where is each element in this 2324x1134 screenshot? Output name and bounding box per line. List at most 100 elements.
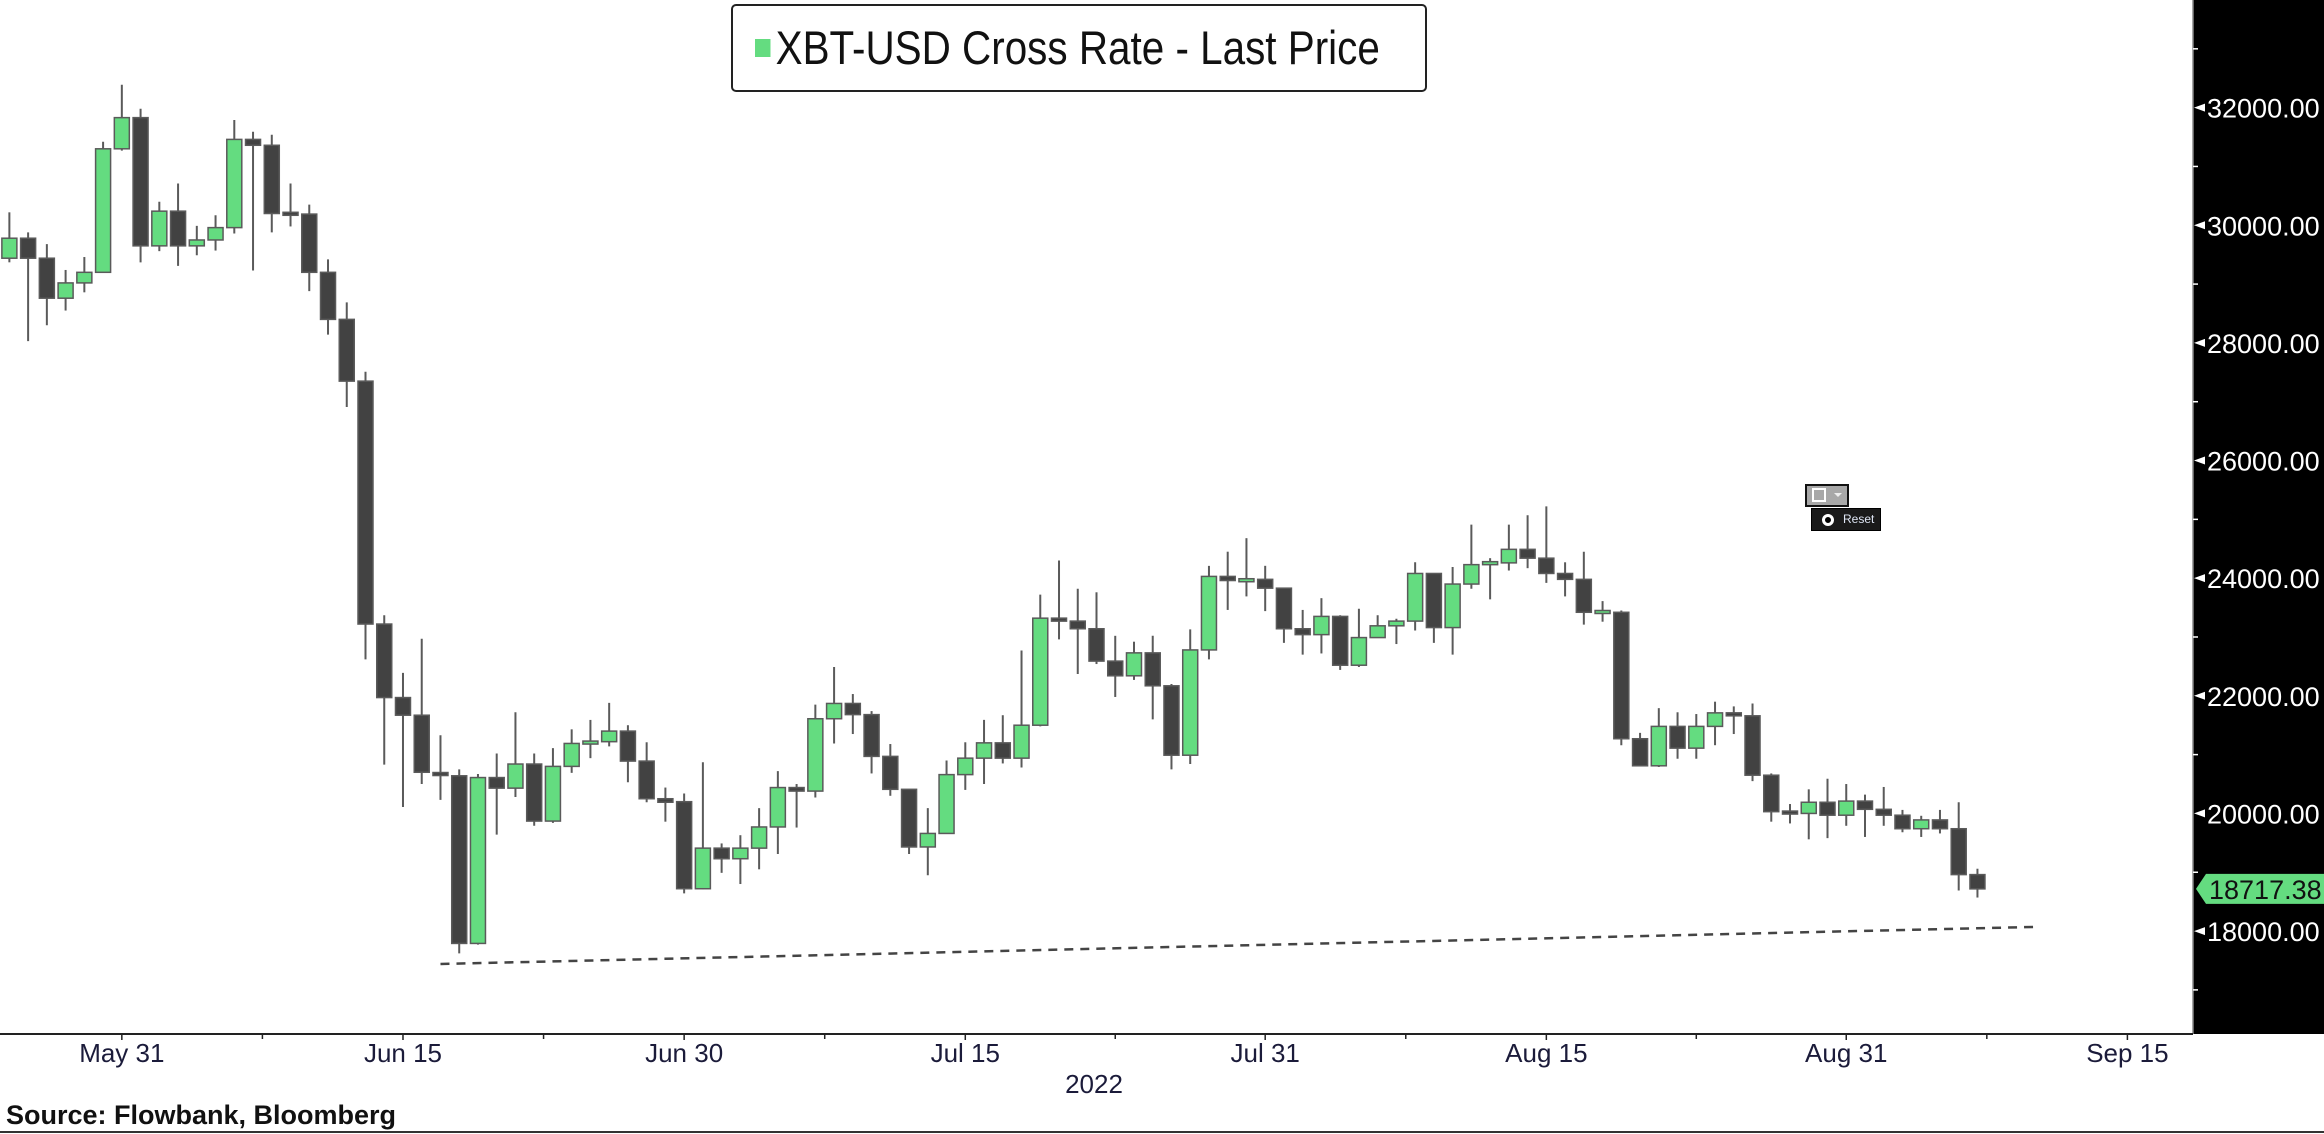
annotations xyxy=(440,925,2034,966)
reset-menu-item[interactable]: Reset xyxy=(1811,508,1881,531)
candle xyxy=(57,269,74,311)
candle-body-down xyxy=(169,210,187,247)
candle xyxy=(469,774,487,945)
candle xyxy=(1875,786,1892,826)
candle-body-down xyxy=(1669,725,1686,749)
chart-type-dropdown-button[interactable] xyxy=(1805,484,1849,507)
candle xyxy=(19,232,37,342)
x-tick-label: Jul 31 xyxy=(1230,1038,1299,1068)
candle-body-down xyxy=(413,714,430,774)
candle xyxy=(657,787,674,822)
candle-body-down xyxy=(1163,685,1180,756)
candle-body-up xyxy=(1594,609,1611,615)
candle xyxy=(1200,565,1218,660)
candle-body-down xyxy=(1950,827,1967,876)
y-tick-arrow xyxy=(2194,221,2205,230)
candle-body-down xyxy=(1144,652,1161,687)
candle-body-up xyxy=(113,116,131,150)
candle-body-up xyxy=(1912,819,1930,830)
candle xyxy=(525,753,543,826)
x-tick-label: Jul 15 xyxy=(931,1038,1000,1068)
y-tick-arrow xyxy=(2194,574,2205,583)
candle-body-down xyxy=(338,318,356,382)
last-price-tag xyxy=(2196,873,2324,904)
candle-body-down xyxy=(450,775,468,945)
caret-down-icon xyxy=(1834,493,1842,497)
candle-body-down xyxy=(1106,660,1124,677)
bottom-divider xyxy=(0,1131,2324,1133)
candle xyxy=(1725,706,1743,735)
y-tick-arrow xyxy=(2194,927,2205,936)
candle xyxy=(600,702,618,747)
candle-body-up xyxy=(975,742,993,759)
candle xyxy=(1069,588,1087,675)
candle xyxy=(938,760,955,835)
candle-body-up xyxy=(919,832,937,848)
candle xyxy=(919,808,937,876)
y-axis: 18000.00 20000.00 22000.00 24000.00 26000.00… xyxy=(2193,48,2324,991)
candle xyxy=(957,742,974,790)
candle xyxy=(619,725,637,783)
candle-body-down xyxy=(1725,712,1743,717)
candle-body-up xyxy=(1369,625,1386,639)
candle-body-up xyxy=(1688,725,1705,749)
candle-body-up xyxy=(750,826,768,849)
candle-body-down xyxy=(19,237,37,259)
candle xyxy=(1106,635,1124,697)
candle-body-down xyxy=(1763,774,1780,813)
support-trendline xyxy=(440,925,2034,966)
candle xyxy=(769,771,787,855)
candle xyxy=(1163,684,1180,770)
candle-body-down xyxy=(882,755,899,791)
candle xyxy=(1013,650,1030,768)
legend-title-box: XBT-USD Cross Rate - Last Price xyxy=(731,4,1427,92)
candle xyxy=(394,672,412,807)
candle-body-down xyxy=(1875,808,1892,816)
y-axis-panel xyxy=(2193,0,2324,1034)
candle-body-down xyxy=(1575,578,1593,614)
x-tick-label: Sep 15 xyxy=(2086,1038,2168,1068)
candle xyxy=(1631,732,1649,767)
candle-body-down xyxy=(713,847,730,860)
candle-body-down xyxy=(844,702,862,716)
candle-body-down xyxy=(1294,628,1311,636)
candle-body-up xyxy=(1238,577,1255,583)
y-tick-label: 28000.00 xyxy=(2207,329,2320,359)
candle xyxy=(1763,773,1780,822)
candle-body-down xyxy=(432,771,449,777)
x-axis-year-label: 2022 xyxy=(1065,1069,1123,1099)
x-tick-label: Jun 30 xyxy=(645,1038,723,1068)
candle-body-up xyxy=(151,210,168,247)
x-tick-label: Aug 15 xyxy=(1505,1038,1587,1068)
candle xyxy=(113,84,131,151)
candle xyxy=(76,257,93,293)
candle-body-down xyxy=(375,623,393,699)
candle xyxy=(188,225,206,256)
candle xyxy=(319,259,337,335)
candle xyxy=(1950,802,1967,891)
candle xyxy=(1275,587,1293,643)
candle xyxy=(675,793,693,894)
candle-body-down xyxy=(263,144,281,215)
y-tick-label: 30000.00 xyxy=(2207,211,2320,241)
candle xyxy=(1856,794,1874,837)
y-tick-arrow xyxy=(2194,338,2205,347)
candle xyxy=(1,212,18,263)
candle-body-up xyxy=(207,226,224,241)
y-tick-label: 24000.00 xyxy=(2207,564,2320,594)
candle xyxy=(713,843,730,873)
candle-body-down xyxy=(675,800,693,890)
candle-body-down xyxy=(1856,800,1874,811)
candle xyxy=(1800,789,1818,840)
candle-body-up xyxy=(1200,575,1218,651)
x-axis: May 31 Jun 15 Jun 30 Jul 15 Jul 31 Aug 15 Aug … xyxy=(79,1034,2169,1068)
candle xyxy=(1912,815,1930,837)
candle xyxy=(301,204,318,292)
candles xyxy=(1,84,1986,954)
candle xyxy=(488,753,505,835)
candle-body-up xyxy=(1,237,18,259)
reset-icon xyxy=(1822,514,1834,526)
y-tick-arrow xyxy=(2194,456,2205,465)
candle xyxy=(1144,635,1161,720)
candle xyxy=(1781,804,1799,824)
